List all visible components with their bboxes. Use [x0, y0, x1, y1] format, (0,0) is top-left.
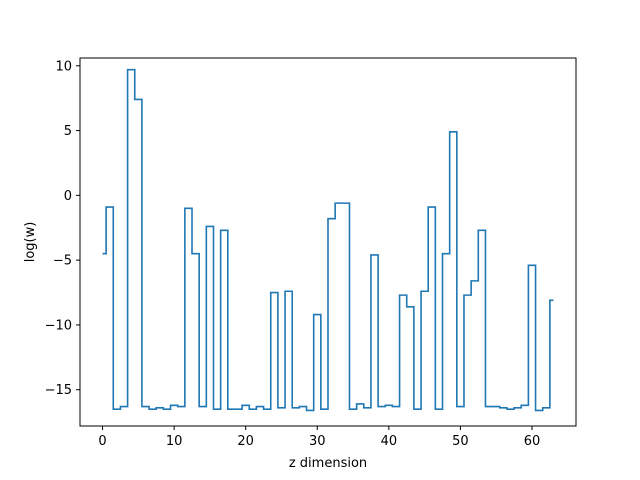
y-tick-label: −10: [45, 318, 72, 333]
y-tick-label: −5: [53, 254, 72, 269]
series-line-0: [102, 68, 554, 412]
x-tick-label: 20: [237, 434, 254, 449]
x-axis-label: z dimension: [289, 456, 367, 471]
x-tick-label: 40: [381, 434, 398, 449]
y-tick-label: −15: [45, 383, 72, 398]
y-axis-label: log(w): [23, 222, 38, 263]
x-tick-label: 30: [309, 434, 326, 449]
y-tick-label: 10: [55, 59, 72, 74]
x-tick-label: 50: [452, 434, 469, 449]
axes-frame: [79, 57, 577, 427]
x-tick-label: 0: [98, 434, 106, 449]
x-tick-label: 10: [166, 434, 183, 449]
y-axis-ticks: 10 5 0 −5 −10 −15: [45, 59, 80, 398]
x-axis-ticks: 0 10 20 30 40 50 60: [98, 426, 540, 449]
y-tick-label: 0: [64, 189, 72, 204]
y-tick-label: 5: [64, 124, 72, 139]
plot-area: [102, 68, 554, 412]
x-tick-label: 60: [524, 434, 541, 449]
